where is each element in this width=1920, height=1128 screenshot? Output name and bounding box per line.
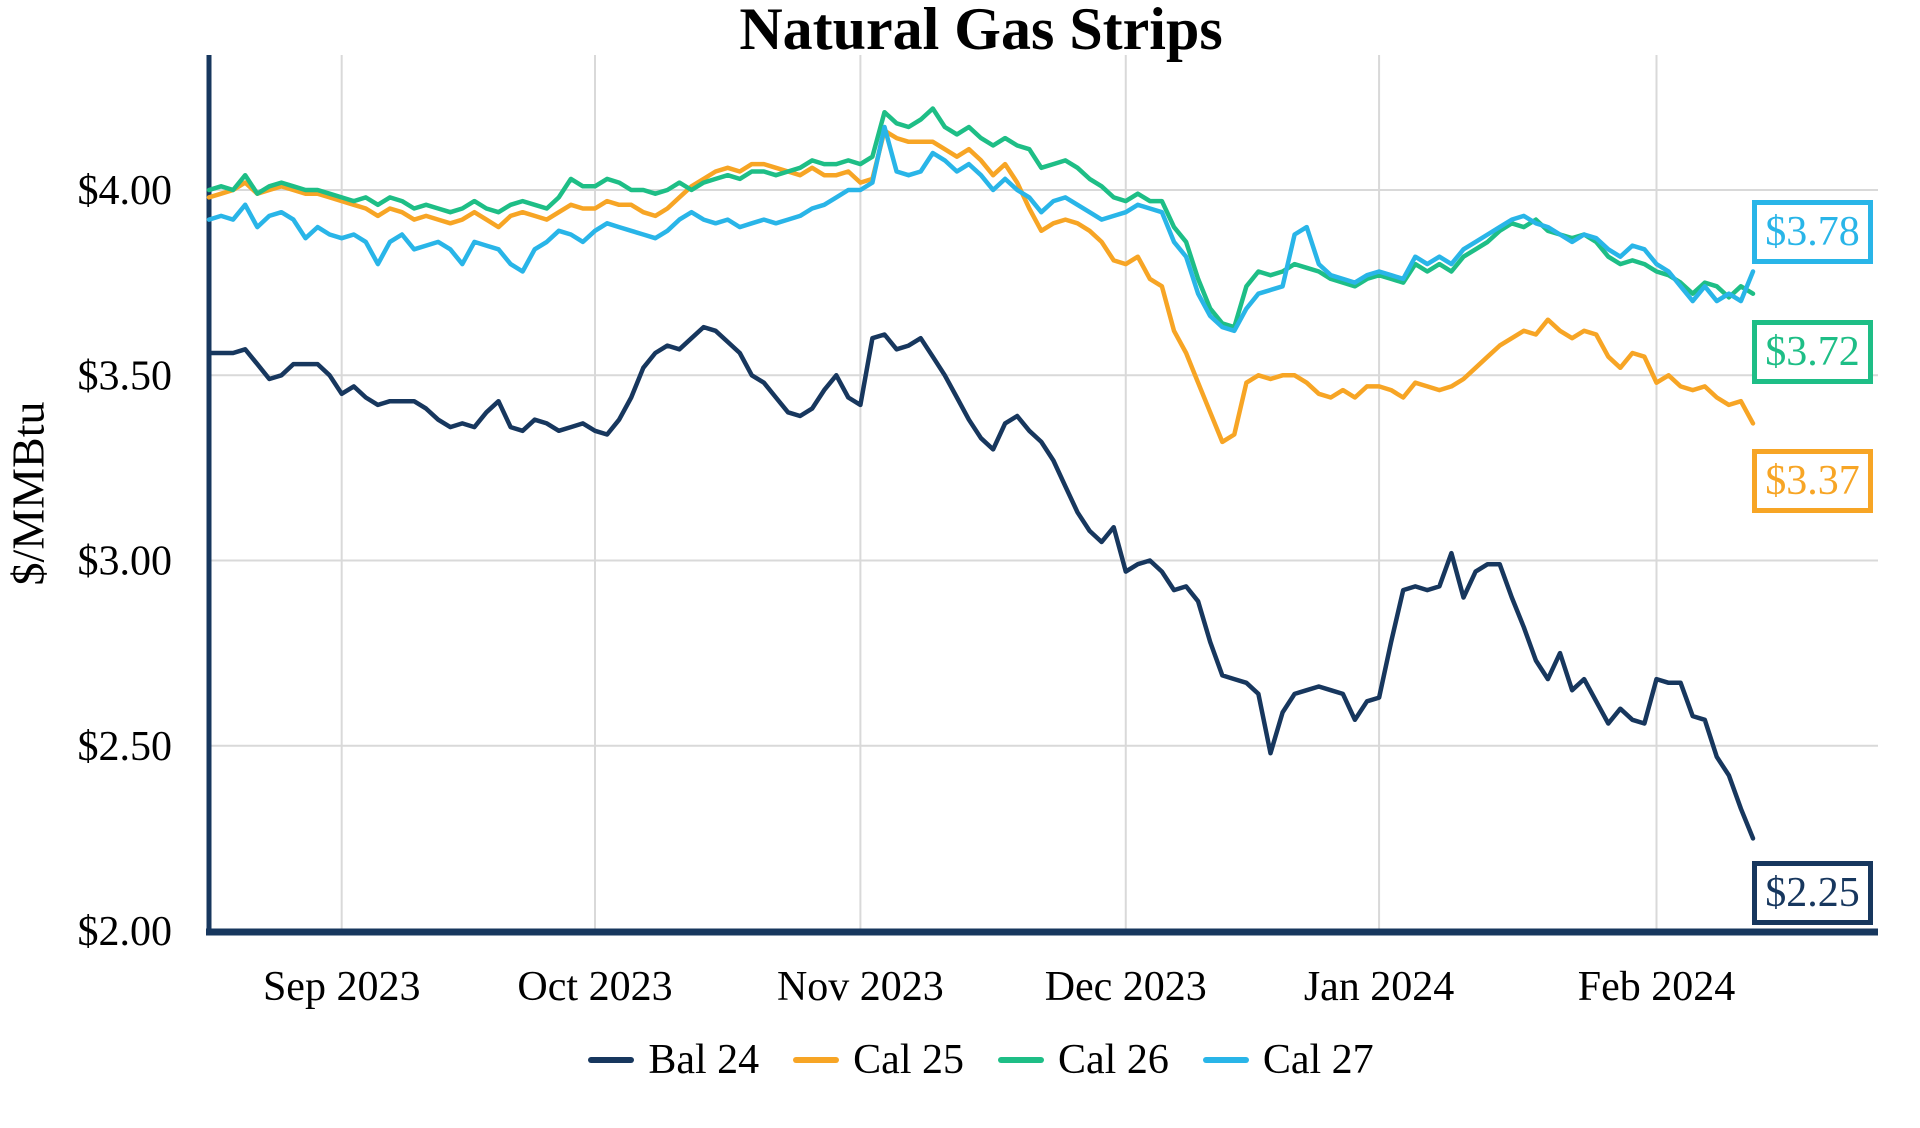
y-tick-label-$4.00: $4.00 (78, 168, 173, 214)
y-tick-label-$2.50: $2.50 (78, 724, 173, 770)
legend-swatch-cal-26 (998, 1057, 1044, 1063)
x-tick-label-dec-2023: Dec 2023 (1045, 964, 1207, 1010)
legend-label-bal-24: Bal 24 (648, 1037, 760, 1083)
end-label-cal-26: $3.72 (1752, 320, 1873, 384)
end-label-cal-26-value: $3.72 (1765, 329, 1860, 375)
x-tick-label-jan-2024: Jan 2024 (1304, 964, 1455, 1010)
y-tick-label-$3.50: $3.50 (78, 353, 173, 399)
end-label-bal-24-value: $2.25 (1765, 870, 1860, 916)
legend-label-cal-27: Cal 27 (1262, 1037, 1374, 1083)
series-line-cal-27 (206, 124, 1756, 334)
y-axis-title: $/MMBtu (2, 401, 54, 586)
legend-item-cal-25: Cal 25 (793, 1039, 964, 1081)
x-tick-label-feb-2024: Feb 2024 (1578, 964, 1736, 1010)
legend-swatch-bal-24 (588, 1057, 635, 1063)
chart-title: Natural Gas Strips (739, 0, 1223, 62)
series-line-bal-24 (206, 324, 1756, 841)
series-line-cal-26 (206, 106, 1756, 330)
y-tick-label-$3.00: $3.00 (78, 539, 173, 585)
chart-legend: Bal 24 Cal 25 Cal 26 Cal 27 (209, 1032, 1753, 1088)
legend-label-cal-26: Cal 26 (1058, 1037, 1169, 1083)
series-line-cal-25 (206, 128, 1756, 445)
end-label-cal-25-value: $3.37 (1765, 458, 1860, 504)
x-tick-label-nov-2023: Nov 2023 (777, 964, 944, 1010)
end-label-cal-27-value: $3.78 (1765, 209, 1860, 255)
legend-swatch-cal-25 (793, 1057, 840, 1063)
legend-swatch-cal-27 (1202, 1057, 1249, 1063)
legend-item-bal-24: Bal 24 (588, 1039, 759, 1081)
end-label-cal-25: $3.37 (1752, 449, 1873, 513)
legend-item-cal-26: Cal 26 (998, 1039, 1169, 1081)
x-tick-label-sep-2023: Sep 2023 (263, 964, 421, 1010)
end-label-cal-27: $3.78 (1752, 200, 1873, 264)
legend-label-cal-25: Cal 25 (853, 1037, 964, 1083)
x-tick-label-oct-2023: Oct 2023 (517, 964, 672, 1010)
y-tick-label-$2.00: $2.00 (78, 909, 173, 955)
end-label-bal-24: $2.25 (1752, 861, 1873, 925)
legend-item-cal-27: Cal 27 (1202, 1037, 1374, 1083)
